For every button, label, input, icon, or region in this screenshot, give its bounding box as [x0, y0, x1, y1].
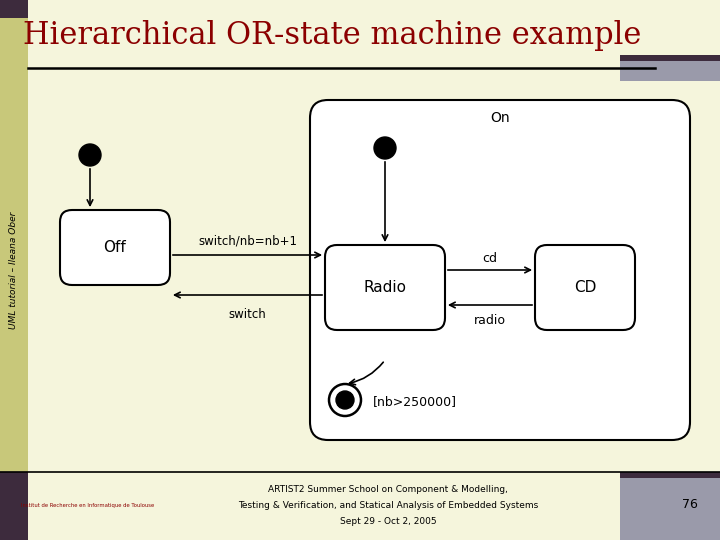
Bar [0, 0, 28, 540]
Bar [0, 0, 28, 18]
Text: UML tutorial – Ileana Ober: UML tutorial – Ileana Ober [9, 211, 19, 329]
Text: Radio: Radio [364, 280, 407, 295]
Bar [620, 55, 720, 81]
FancyBboxPatch shape [325, 245, 445, 330]
FancyBboxPatch shape [310, 100, 690, 440]
Bar [620, 55, 720, 61]
Text: radio: radio [474, 314, 506, 327]
Bar [620, 472, 720, 478]
Bar [0, 472, 720, 540]
Circle shape [336, 391, 354, 409]
Bar [28, 0, 720, 68]
Bar [620, 472, 720, 540]
Text: On: On [490, 111, 510, 125]
Text: 76: 76 [682, 498, 698, 511]
Circle shape [79, 144, 101, 166]
Text: ARTIST2 Summer School on Component & Modelling,: ARTIST2 Summer School on Component & Mod… [268, 484, 508, 494]
Circle shape [374, 137, 396, 159]
Text: CD: CD [574, 280, 596, 295]
Text: switch/nb=nb+1: switch/nb=nb+1 [198, 234, 297, 247]
Text: [nb>250000]: [nb>250000] [373, 395, 457, 408]
Text: Off: Off [104, 240, 127, 255]
Text: Testing & Verification, and Statical Analysis of Embedded Systems: Testing & Verification, and Statical Ana… [238, 501, 538, 510]
Text: cd: cd [482, 252, 498, 265]
Bar [0, 472, 28, 540]
Text: Institut de Recherche en Informatique de Toulouse: Institut de Recherche en Informatique de… [22, 503, 155, 508]
FancyBboxPatch shape [535, 245, 635, 330]
FancyBboxPatch shape [60, 210, 170, 285]
Text: Hierarchical OR-state machine example: Hierarchical OR-state machine example [23, 20, 642, 51]
Text: switch: switch [229, 308, 266, 321]
Text: Sept 29 - Oct 2, 2005: Sept 29 - Oct 2, 2005 [340, 516, 436, 525]
